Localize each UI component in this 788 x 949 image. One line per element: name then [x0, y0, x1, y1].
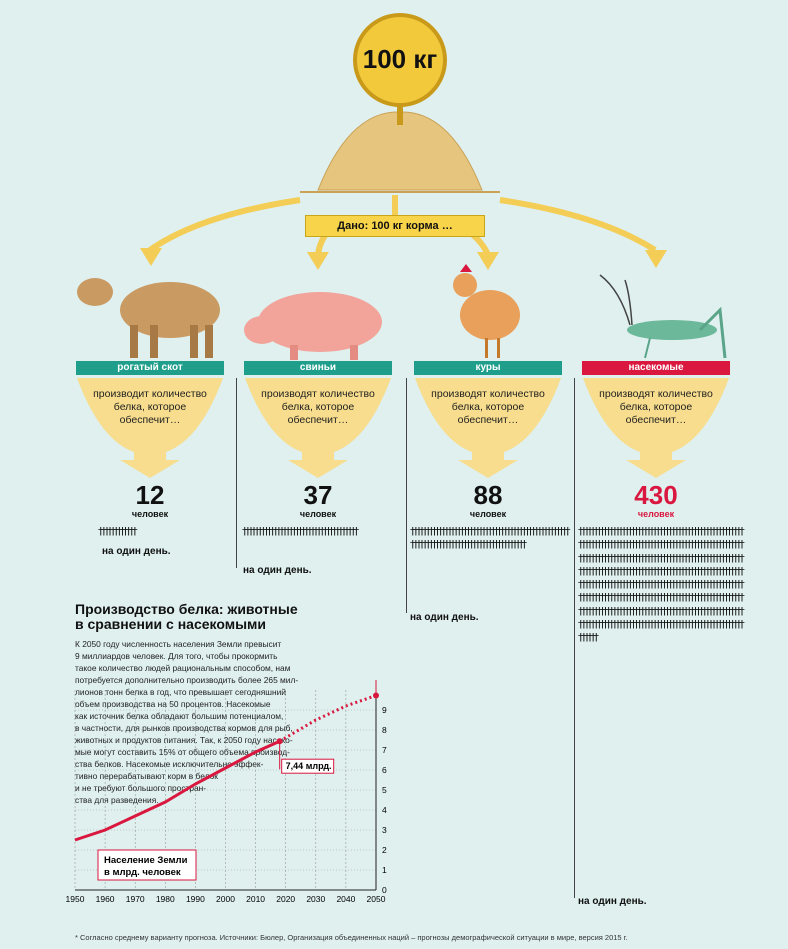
x-tick-label: 2000 — [216, 894, 235, 904]
given-label: Дано: 100 кг корма … — [305, 215, 485, 237]
cow-icon — [77, 278, 220, 358]
perday-insects: на один день. — [578, 896, 647, 907]
y-tick-label: 8 — [382, 725, 387, 735]
annotation-label: 7,44 млрд. — [286, 761, 332, 771]
x-tick-label: 1960 — [96, 894, 115, 904]
article-paragraph: К 2050 году численность населения Земли … — [75, 638, 375, 806]
value-pigs: 37 — [303, 480, 333, 510]
funnel-4 — [583, 378, 729, 478]
x-tick-label: 2020 — [276, 894, 295, 904]
unit-pigs: человек — [299, 509, 337, 519]
label-cattle: рогатый скот — [76, 361, 224, 375]
population-chart: 1950 1960 1970 1980 1990 2000 2010 2020 2030 2040… — [66, 680, 387, 904]
pig-icon — [244, 292, 382, 360]
y-tick-label: 1 — [382, 865, 387, 875]
paragraph-line: такое количество людей рациональным спос… — [75, 663, 291, 673]
x-tick-label: 1970 — [126, 894, 145, 904]
weight-medal: 100 кг — [340, 10, 460, 130]
column-divider — [574, 378, 575, 898]
column-divider — [236, 378, 237, 568]
paragraph-line: лионов тонн белка в год, что превышает с… — [75, 687, 286, 697]
paragraph-line: К 2050 году численность населения Земли … — [75, 639, 282, 649]
x-tick-label: 2040 — [336, 894, 355, 904]
funnel-text-cattle: производит количество белка, которое обесп… — [93, 388, 207, 426]
people-grid-chickens: ††††††††††††††††††††††††††††††††††††††††… — [410, 525, 571, 552]
paragraph-line: ства белков. Насекомые исключительно эфф… — [75, 759, 264, 769]
paragraph-line: мые могут составить 15% от общего объема… — [75, 747, 290, 757]
y-tick-label: 2 — [382, 845, 387, 855]
medal-value: 100 кг — [362, 44, 438, 74]
unit-insects: человек — [637, 509, 675, 519]
y-tick-label: 5 — [382, 785, 387, 795]
paragraph-line: тивно перерабатывают корм в белок — [75, 771, 218, 781]
paragraph-line: 9 миллиардов человек. Для того, чтобы пр… — [75, 651, 278, 661]
label-insects: насекомые — [582, 361, 730, 375]
people-grid-pigs: ††††††††††††††††††††††††††††††††††††† — [242, 525, 359, 538]
value-insects: 430 — [634, 480, 678, 510]
unit-cattle: человек — [131, 509, 169, 519]
branch-arrow-4 — [499, 197, 657, 253]
value-chickens: 88 — [473, 480, 503, 510]
unit-chickens: человек — [469, 509, 507, 519]
perday-chickens: на один день. — [410, 612, 479, 623]
perday-pigs: на один день. — [243, 565, 312, 576]
paragraph-line: как источник белка обладают большим поте… — [75, 711, 284, 721]
y-tick-label: 7 — [382, 745, 387, 755]
funnel-text-chickens: производят количество белка, которое обесп… — [431, 388, 545, 426]
population-line-actual — [74, 739, 281, 842]
funnel-text-insects: производят количество белка, которое обесп… — [599, 388, 713, 426]
branch-arrow-1 — [148, 197, 301, 253]
value-cattle: 12 — [135, 480, 165, 510]
legend-box — [97, 849, 197, 881]
x-tick-label: 1980 — [156, 894, 175, 904]
perday-cattle: на один день. — [102, 546, 171, 557]
paragraph-line: ства для разведения. — [75, 795, 159, 805]
legend-label: в млрд. человек — [104, 867, 181, 878]
x-tick-label: 2030 — [306, 894, 325, 904]
x-tick-label: 1950 — [66, 894, 85, 904]
paragraph-line: потребуется дополнительно производить бо… — [75, 675, 299, 685]
paragraph-line: и не требуют большого простран- — [75, 783, 207, 793]
funnel-3 — [415, 378, 561, 478]
legend-label: Население Земли — [104, 855, 188, 866]
footnote: * Согласно среднему варианту прогноза. И… — [75, 933, 628, 942]
population-line-projection — [278, 694, 377, 743]
people-grid-insects: ††††††††††††††††††††††††††††††††††††††††… — [578, 525, 745, 645]
article-title: Производство белка: животные в сравнении… — [75, 601, 298, 632]
x-tick-label: 2010 — [246, 894, 265, 904]
x-tick-label: 1990 — [186, 894, 205, 904]
y-tick-label: 4 — [382, 805, 387, 815]
annotation-box — [281, 758, 335, 774]
funnel-1 — [77, 378, 223, 478]
label-chickens: куры — [414, 361, 562, 375]
grasshopper-icon — [599, 274, 727, 359]
label-pigs: свиньи — [244, 361, 392, 375]
column-divider — [406, 378, 407, 613]
paragraph-line: объем производства на 50 процентов. Насе… — [75, 699, 271, 709]
chicken-icon — [453, 264, 520, 358]
people-grid-cattle: †††††††††††† — [98, 525, 138, 538]
x-tick-label: 2050 — [367, 894, 386, 904]
funnel-text-pigs: производят количество белка, которое обесп… — [261, 388, 375, 426]
funnel-2 — [245, 378, 391, 478]
y-tick-label: 9 — [382, 705, 387, 715]
paragraph-line: животных и продуктов питания. Так, к 205… — [75, 735, 293, 745]
y-tick-label: 0 — [382, 885, 387, 895]
y-tick-label: 3 — [382, 825, 387, 835]
y-tick-label: 6 — [382, 765, 387, 775]
paragraph-line: в частности, для рынков производства кор… — [75, 723, 293, 733]
